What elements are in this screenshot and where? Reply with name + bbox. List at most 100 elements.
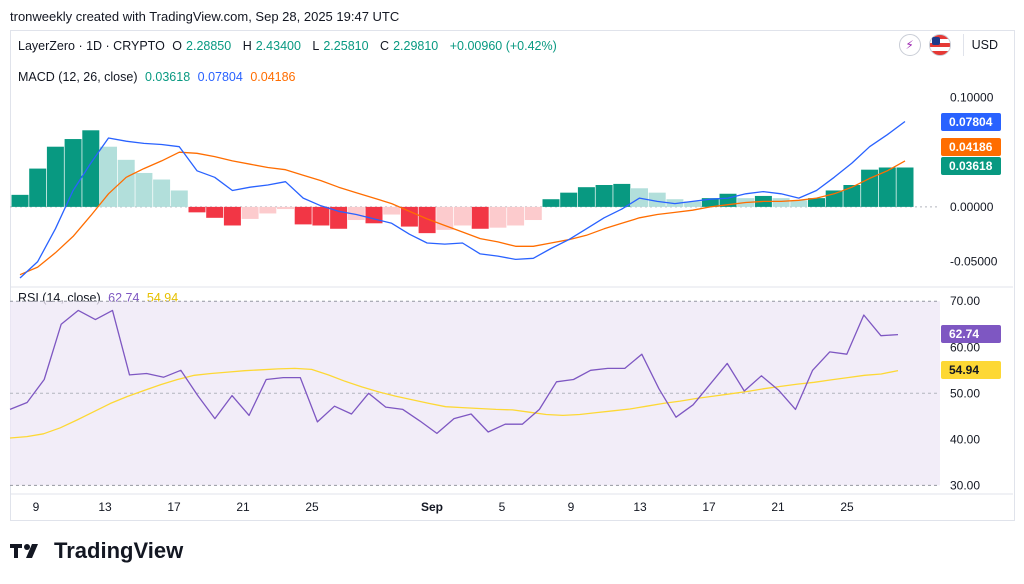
macd-histogram-bar xyxy=(135,172,153,207)
low-value: 2.25810 xyxy=(323,39,369,53)
macd-histogram-bar xyxy=(648,192,666,207)
rsi-line xyxy=(9,309,899,435)
tradingview-logo-icon xyxy=(10,544,38,558)
rsi-y-tick-label: 50.00 xyxy=(950,386,980,400)
rsi-y-tick-label: 60.00 xyxy=(950,340,980,354)
macd-line-value: 0.07804 xyxy=(197,70,243,84)
macd-histogram-bar xyxy=(188,206,206,213)
macd-histogram-bar xyxy=(11,194,29,207)
macd-y-tick-label: 0.00000 xyxy=(950,200,994,214)
macd-histogram-bar xyxy=(790,200,808,207)
close-value: 2.29810 xyxy=(393,39,439,53)
rsi-last-label: 62.74 xyxy=(949,327,979,341)
macd-hist-last-label-bg xyxy=(941,157,1001,175)
macd-histogram-bar xyxy=(560,192,578,207)
macd-histogram-bar xyxy=(825,190,843,207)
macd-histogram-bar xyxy=(896,167,914,207)
open-label: O xyxy=(172,39,183,53)
macd-histogram-bar xyxy=(878,167,896,207)
macd-y-tick-label: -0.05000 xyxy=(950,255,998,269)
macd-histogram-bar xyxy=(312,206,330,226)
symbol-legend: LayerZero · 1D · CRYPTO O 2.28850 H 2.4340… xyxy=(18,39,561,53)
macd-histogram-bar xyxy=(684,201,702,207)
high-label: H xyxy=(242,39,252,53)
lightning-icon[interactable]: ⚡ xyxy=(898,34,921,56)
macd-histogram-bar xyxy=(808,198,825,207)
macd-histogram-bar xyxy=(330,206,348,229)
rsi-y-tick-label: 30.00 xyxy=(950,478,980,492)
macd-histogram-bar xyxy=(365,206,383,224)
macd-histogram-bar xyxy=(595,185,613,207)
macd-last-label: 0.07804 xyxy=(949,115,993,129)
macd-histogram-bar xyxy=(347,206,365,221)
macd-histogram-bar xyxy=(64,139,82,207)
chart-caption: tronweekly created with TradingView.com,… xyxy=(10,9,400,24)
macd-histogram-bar xyxy=(170,190,188,207)
rsi-y-tick-label: 70.00 xyxy=(950,294,980,308)
macd-histogram-bar xyxy=(577,187,595,207)
x-axis-tick-label: 9 xyxy=(33,500,40,514)
macd-title[interactable]: MACD (12, 26, close) xyxy=(18,70,138,84)
macd-histogram-bar xyxy=(524,206,542,221)
rsi-ma-last-label: 54.94 xyxy=(949,363,979,377)
high-value: 2.43400 xyxy=(255,39,301,53)
symbol-name[interactable]: LayerZero · 1D · CRYPTO xyxy=(18,39,165,53)
x-axis-tick-label: 5 xyxy=(499,500,506,514)
macd-histogram-bar xyxy=(542,199,560,207)
macd-histogram-bar xyxy=(489,206,507,228)
macd-histogram-bar xyxy=(701,198,719,207)
x-axis-tick-label: 13 xyxy=(633,500,647,514)
x-axis-tick-label: 17 xyxy=(702,500,716,514)
macd-histogram-bar xyxy=(772,198,790,207)
x-axis-tick-label: 9 xyxy=(568,500,575,514)
macd-histogram-bar xyxy=(153,179,171,207)
macd-histogram-bar xyxy=(861,169,879,207)
change-value: +0.00960 (+0.42%) xyxy=(449,39,557,53)
macd-hist-last-label: 0.03618 xyxy=(949,159,993,173)
x-axis-tick-label: 21 xyxy=(236,500,250,514)
x-axis-tick-label: 13 xyxy=(98,500,112,514)
open-value: 2.28850 xyxy=(186,39,232,53)
macd-signal-value: 0.04186 xyxy=(250,70,296,84)
tradingview-logo: TradingView xyxy=(10,538,183,564)
macd-histogram-bar xyxy=(471,206,489,229)
macd-signal-last-label-bg xyxy=(941,138,1001,156)
macd-histogram-bar xyxy=(294,206,312,225)
brand-name: TradingView xyxy=(54,538,184,563)
macd-y-tick-label: 0.10000 xyxy=(950,90,994,104)
x-axis-tick-label: 17 xyxy=(167,500,181,514)
macd-histogram-bar xyxy=(383,206,401,215)
macd-histogram-bar xyxy=(259,206,277,214)
currency-label[interactable]: USD xyxy=(962,34,1006,56)
x-axis-tick-label: 21 xyxy=(771,500,785,514)
x-axis-tick-label: Sep xyxy=(421,500,443,514)
close-label: C xyxy=(380,39,390,53)
macd-line xyxy=(19,120,906,279)
macd-hist-value: 0.03618 xyxy=(144,70,191,84)
low-label: L xyxy=(312,39,320,53)
x-axis-tick-label: 25 xyxy=(305,500,319,514)
macd-histogram-bar xyxy=(82,130,100,207)
macd-histogram-bar xyxy=(400,206,418,227)
rsi-ma-line xyxy=(9,367,899,439)
macd-histogram-bar xyxy=(29,168,47,207)
rsi-ma-last-label-bg xyxy=(941,361,1001,379)
macd-histogram-bar xyxy=(507,206,525,226)
macd-histogram-bar xyxy=(206,206,224,218)
macd-histogram-bar xyxy=(843,185,861,207)
rsi-y-tick-label: 40.00 xyxy=(950,432,980,446)
macd-histogram-bar xyxy=(613,183,631,207)
macd-histogram-bar xyxy=(241,206,259,219)
macd-histogram-bar xyxy=(46,146,64,207)
us-flag-icon[interactable] xyxy=(928,34,951,56)
macd-histogram-bar xyxy=(223,206,241,226)
macd-histogram-bar xyxy=(100,146,117,207)
macd-histogram-bar xyxy=(117,159,135,207)
x-axis-tick-label: 25 xyxy=(840,500,854,514)
macd-histogram-bar xyxy=(454,206,471,226)
macd-last-label-bg xyxy=(941,113,1001,131)
macd-histogram-bar xyxy=(277,206,294,210)
macd-signal-line xyxy=(19,151,906,276)
macd-histogram-bar xyxy=(418,206,436,234)
